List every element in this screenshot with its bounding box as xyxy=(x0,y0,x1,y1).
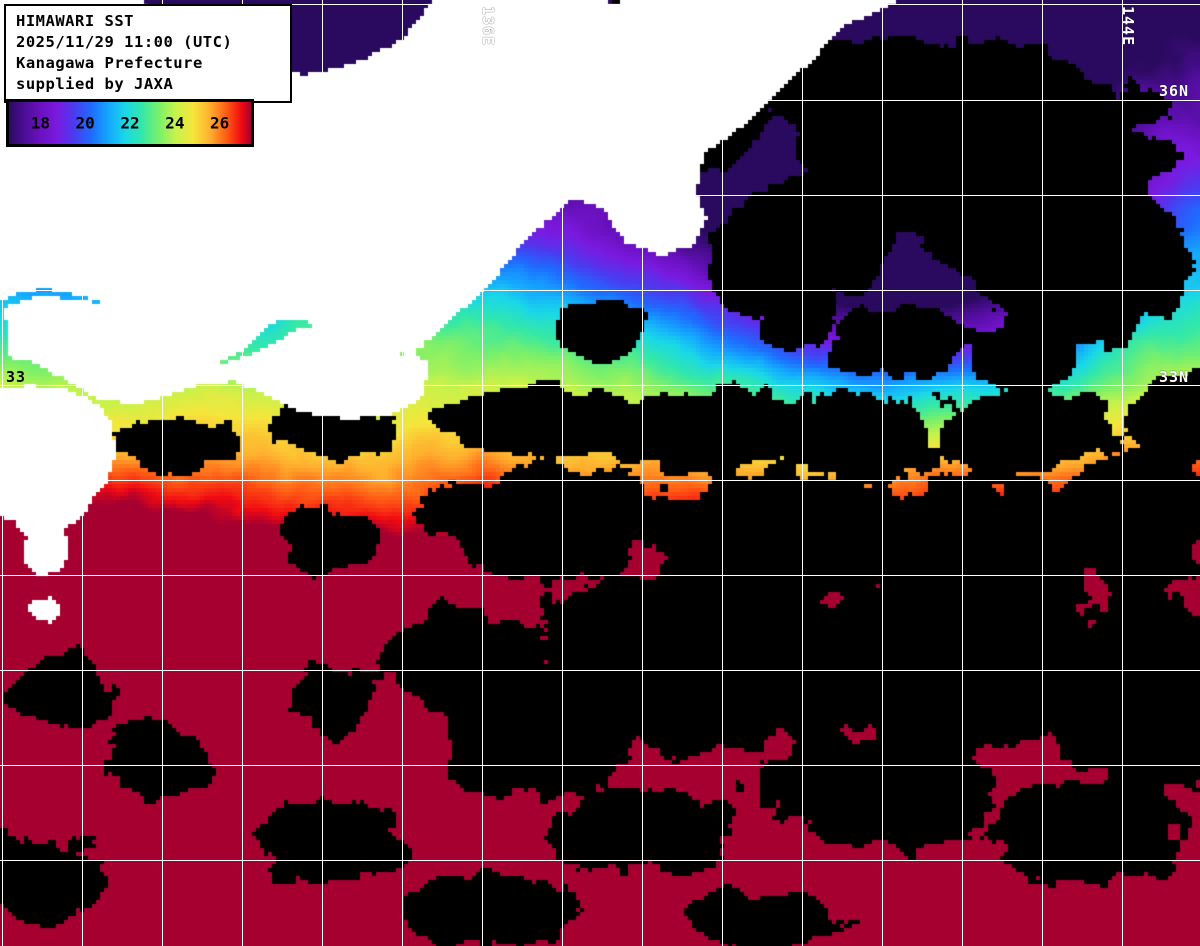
product-datetime: 2025/11/29 11:00 (UTC) xyxy=(16,33,233,51)
product-region: Kanagawa Prefecture xyxy=(16,54,203,72)
colorbar-tick-22: 22 xyxy=(120,113,140,133)
product-credit: supplied by JAXA xyxy=(16,75,174,93)
colorbar-tick-20: 20 xyxy=(75,113,95,133)
product-title: HIMAWARI SST xyxy=(16,12,134,30)
colorbar-tick-18: 18 xyxy=(30,113,50,133)
colorbar-tick-26: 26 xyxy=(209,113,230,133)
temperature-colorbar: 18 20 22 24 26 xyxy=(6,99,254,147)
colorbar-gradient xyxy=(9,102,251,144)
product-title-box: HIMAWARI SST 2025/11/29 11:00 (UTC) Kana… xyxy=(4,4,292,103)
colorbar-tick-labels: 18 20 22 24 26 xyxy=(9,102,251,144)
colorbar-tick-24: 24 xyxy=(165,113,185,133)
